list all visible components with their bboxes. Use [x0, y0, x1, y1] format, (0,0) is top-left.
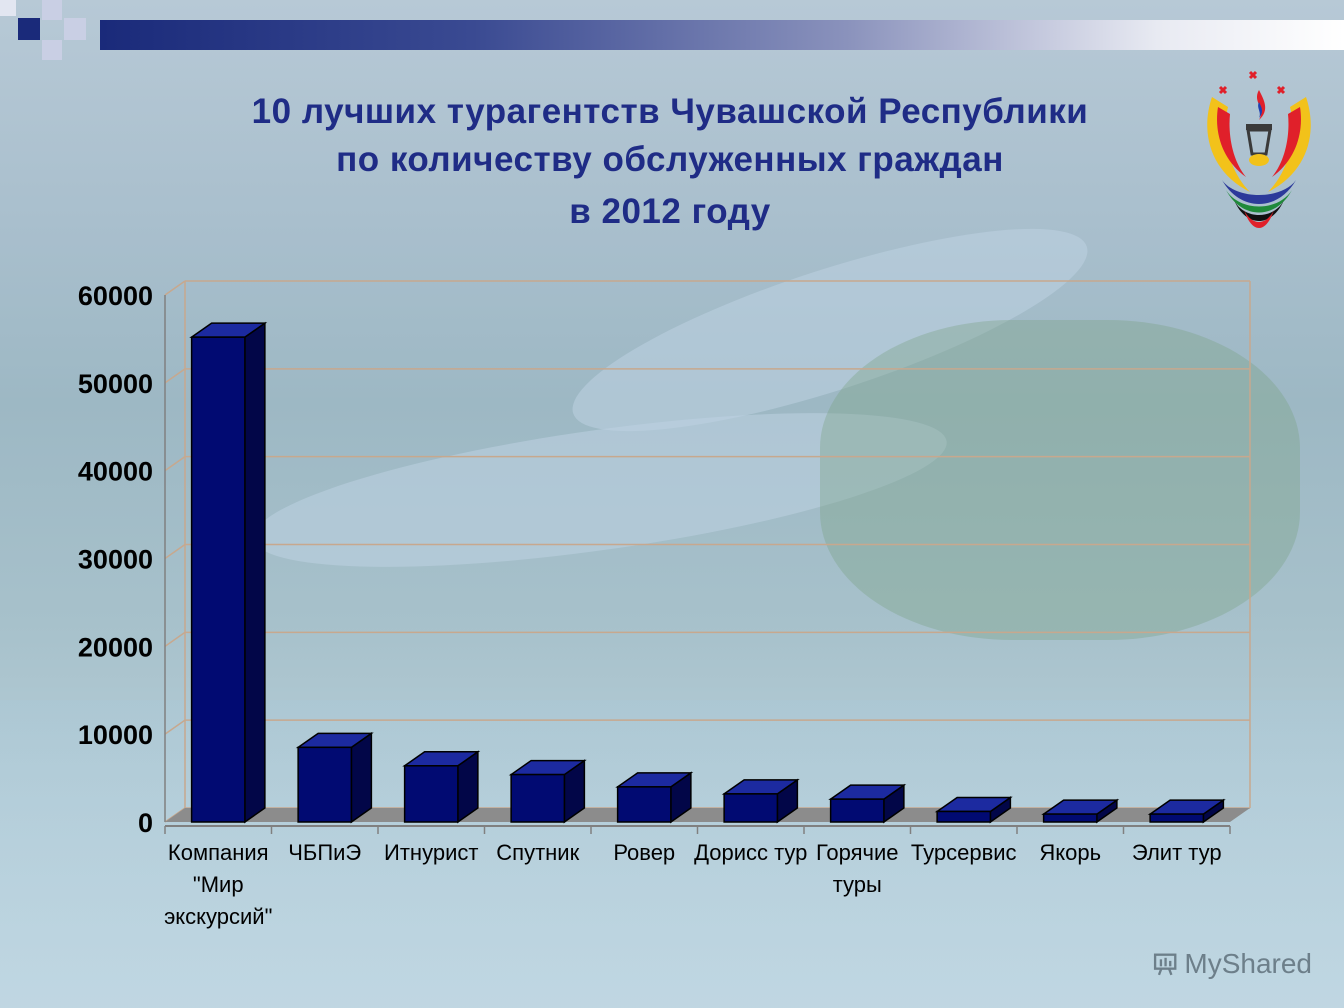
- bar-front: [1149, 813, 1205, 823]
- bar-front: [190, 336, 246, 823]
- bar-front: [510, 773, 566, 823]
- y-tick-label: 60000: [78, 281, 153, 311]
- bar: [1041, 798, 1120, 824]
- gridline-side: [164, 456, 186, 472]
- gridline-side: [164, 631, 186, 647]
- x-category-label-line: Элит тур: [1132, 840, 1222, 865]
- bar: [402, 750, 481, 824]
- x-category-label-line: Дорисс тур: [694, 840, 807, 865]
- x-category-label: Турсервис: [911, 840, 1017, 865]
- x-category-label: Дорисс тур: [694, 840, 807, 865]
- deco-square-4: [42, 40, 62, 60]
- y-tick-label: 20000: [78, 632, 153, 662]
- x-category-label: ЧБПиЭ: [288, 840, 361, 865]
- y-tick-label: 0: [138, 808, 153, 838]
- x-axis-labels: Компания "Мир экскурсий" ЧБПиЭ Итнурист Спутн…: [164, 826, 1231, 929]
- deco-square-1: [18, 18, 40, 40]
- bar-front: [723, 793, 779, 823]
- bar: [189, 321, 268, 824]
- slide-title-line3: в 2012 году: [569, 192, 771, 231]
- bar: [934, 796, 1013, 824]
- x-category-label-line: Якорь: [1039, 840, 1101, 865]
- y-tick-label: 40000: [78, 457, 153, 487]
- y-tick-label: 10000: [78, 720, 153, 750]
- chart-grid: [164, 280, 1251, 823]
- presentation-icon: [1153, 953, 1177, 976]
- emblem-logo: [1207, 70, 1311, 228]
- y-axis-ticks: 0 10000 20000 30000 40000 50000 60000: [78, 281, 153, 838]
- y-tick-label: 50000: [78, 369, 153, 399]
- x-category-label: Ровер: [613, 840, 675, 865]
- bar: [721, 778, 800, 824]
- gridline-side: [164, 368, 186, 384]
- bar: [508, 759, 587, 824]
- y-tick-label: 30000: [78, 545, 153, 575]
- x-category-label-line: Турсервис: [911, 840, 1017, 865]
- bar-side: [350, 731, 373, 824]
- bar: [295, 731, 374, 824]
- slide-title-line2: по количеству обслуженных граждан: [336, 140, 1004, 179]
- gridline-side: [164, 719, 186, 735]
- bar-front: [829, 798, 885, 823]
- watermark: MyShared: [1152, 942, 1312, 986]
- bar: [615, 771, 694, 824]
- bar-front: [616, 786, 672, 823]
- bar-front: [1042, 813, 1098, 823]
- x-category-label-line: "Мир: [193, 872, 244, 897]
- bar: [828, 783, 907, 824]
- header-bar: [100, 20, 1344, 50]
- x-category-label: Элит тур: [1132, 840, 1222, 865]
- x-category-label-line: туры: [833, 872, 882, 897]
- x-category-label-line: Ровер: [613, 840, 675, 865]
- deco-square-2: [42, 0, 62, 20]
- x-category-label-line: Горячие: [816, 840, 899, 865]
- bar: [1147, 798, 1226, 824]
- x-category-label: Якорь: [1039, 840, 1101, 865]
- x-category-label-line: экскурсий": [164, 904, 272, 929]
- x-category-label-line: ЧБПиЭ: [288, 840, 361, 865]
- x-category-label-line: Спутник: [496, 840, 579, 865]
- deco-square-5: [0, 0, 16, 16]
- slide-title-line1: 10 лучших турагентств Чувашской Республи…: [251, 92, 1089, 131]
- bar-front: [403, 765, 459, 823]
- bar-front: [936, 810, 992, 823]
- chart-bars: [189, 321, 1226, 824]
- watermark-text: MyShared: [1184, 948, 1312, 979]
- x-category-label: Горячие туры: [816, 840, 899, 897]
- bar-front: [297, 746, 353, 823]
- bar-side: [244, 321, 266, 824]
- x-category-label-line: Итнурист: [384, 840, 478, 865]
- x-category-label: Итнурист: [384, 840, 478, 865]
- x-category-label-line: Компания: [168, 840, 269, 865]
- gridline-side: [164, 280, 186, 296]
- x-category-label: Компания "Мир экскурсий": [164, 840, 272, 929]
- deco-square-3: [64, 18, 86, 40]
- gridline-side: [164, 543, 186, 560]
- x-category-label: Спутник: [496, 840, 579, 865]
